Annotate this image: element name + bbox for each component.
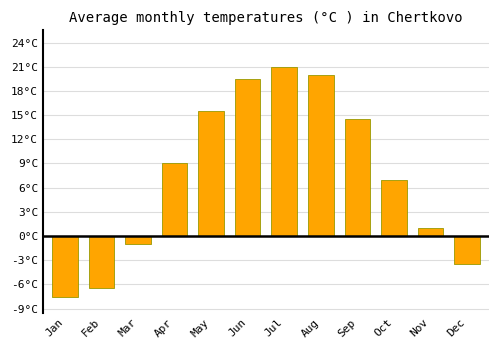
Bar xyxy=(272,67,297,236)
Bar xyxy=(418,228,443,236)
Bar xyxy=(308,75,334,236)
Bar xyxy=(125,236,151,244)
Bar xyxy=(344,119,370,236)
Bar xyxy=(52,236,78,296)
Bar xyxy=(162,163,188,236)
Bar xyxy=(381,180,406,236)
Bar xyxy=(198,111,224,236)
Bar xyxy=(235,79,260,236)
Bar xyxy=(454,236,480,264)
Bar xyxy=(88,236,114,288)
Title: Average monthly temperatures (°C ) in Chertkovo: Average monthly temperatures (°C ) in Ch… xyxy=(69,11,462,25)
